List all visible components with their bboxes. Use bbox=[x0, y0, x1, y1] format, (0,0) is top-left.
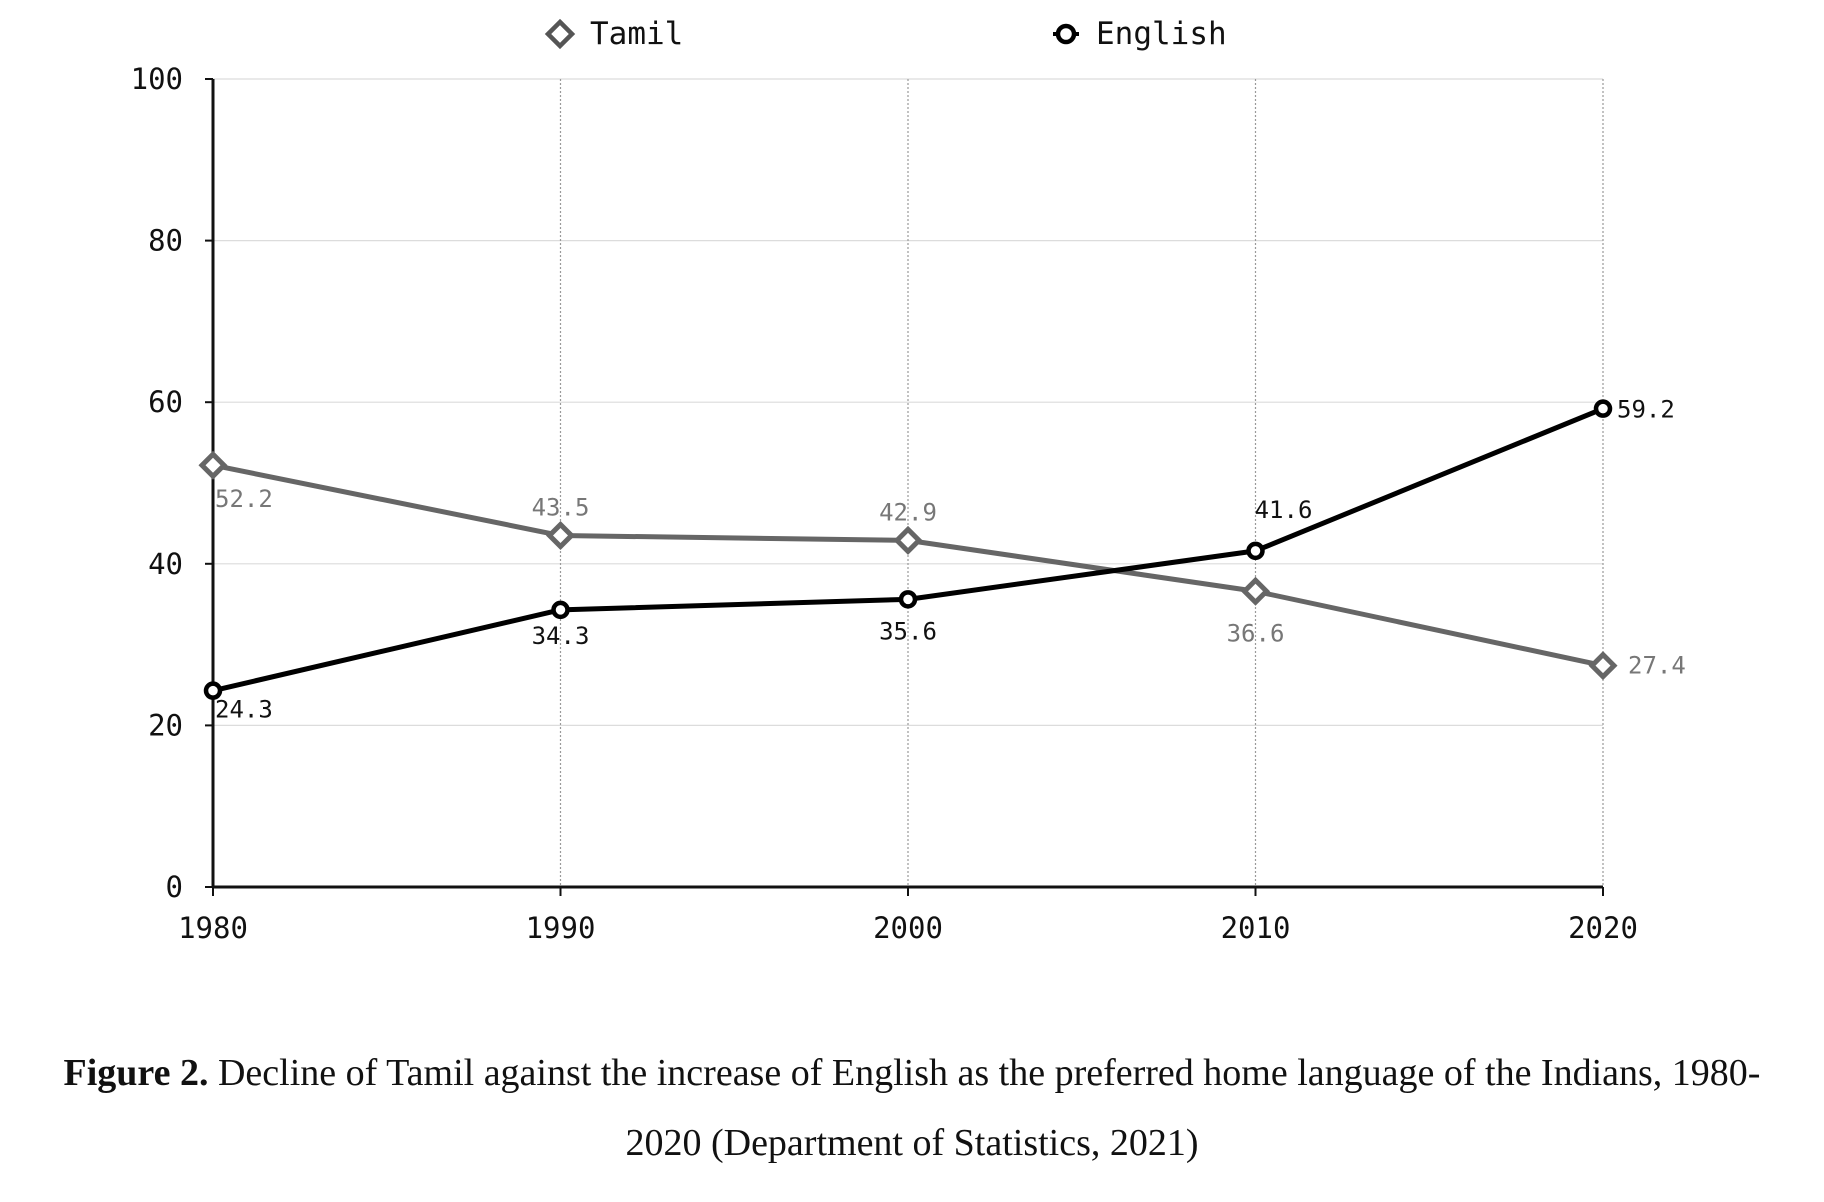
x-tick-label: 2000 bbox=[873, 911, 943, 945]
y-tick-label: 0 bbox=[166, 870, 183, 904]
marker-tamil bbox=[1588, 651, 1618, 681]
legend-marker-tamil bbox=[544, 18, 576, 50]
tick-labels: 0 20 40 60 80 100 1980 1990 2000 2010 2020 bbox=[131, 62, 1638, 945]
legend: Tamil English bbox=[544, 16, 1227, 52]
data-labels: 52.2 43.5 42.9 36.6 27.4 24.3 34.3 35.6 41.6 59.2 bbox=[215, 396, 1686, 724]
marker-tamil bbox=[545, 520, 576, 551]
data-label-tamil: 43.5 bbox=[532, 494, 590, 522]
x-tick-label: 2020 bbox=[1568, 911, 1638, 945]
data-label-english: 34.3 bbox=[532, 622, 590, 650]
x-tick-label: 1980 bbox=[178, 911, 248, 945]
marker-english bbox=[898, 590, 918, 609]
axes bbox=[205, 78, 1604, 896]
data-label-english: 35.6 bbox=[879, 617, 937, 645]
x-tick-label: 1990 bbox=[526, 911, 596, 945]
legend-label-english: English bbox=[1096, 16, 1227, 52]
data-label-english: 41.6 bbox=[1255, 496, 1313, 524]
x-tick-label: 2010 bbox=[1221, 911, 1291, 945]
marker-english bbox=[203, 681, 223, 700]
line-chart: 0 20 40 60 80 100 1980 1990 2000 2010 2020 52.2 43.… bbox=[131, 16, 1686, 945]
marker-tamil bbox=[198, 450, 228, 480]
data-label-english: 24.3 bbox=[215, 696, 273, 724]
data-label-tamil: 42.9 bbox=[879, 498, 937, 526]
y-tick-label: 80 bbox=[148, 224, 183, 258]
series-markers bbox=[198, 399, 1618, 700]
y-tick-label: 60 bbox=[148, 385, 183, 419]
grid bbox=[213, 78, 1604, 887]
caption-text: Decline of Tamil against the increase of… bbox=[208, 1052, 1761, 1164]
legend-label-tamil: Tamil bbox=[590, 16, 683, 52]
y-tick-label: 20 bbox=[148, 708, 183, 742]
data-label-tamil: 52.2 bbox=[215, 485, 273, 513]
caption-label: Figure 2. bbox=[63, 1052, 209, 1094]
legend-marker-english bbox=[1055, 23, 1077, 45]
marker-tamil bbox=[1240, 576, 1271, 606]
y-tick-label: 40 bbox=[148, 547, 183, 581]
data-label-tamil: 27.4 bbox=[1628, 652, 1686, 680]
data-label-tamil: 36.6 bbox=[1227, 619, 1285, 647]
marker-english bbox=[551, 600, 570, 620]
figure-caption: Figure 2. Decline of Tamil against the i… bbox=[60, 1038, 1764, 1178]
marker-tamil bbox=[893, 525, 923, 555]
data-label-english: 59.2 bbox=[1617, 396, 1675, 424]
marker-english bbox=[1246, 541, 1265, 561]
y-tick-label: 100 bbox=[131, 62, 183, 96]
marker-english bbox=[1593, 399, 1613, 418]
